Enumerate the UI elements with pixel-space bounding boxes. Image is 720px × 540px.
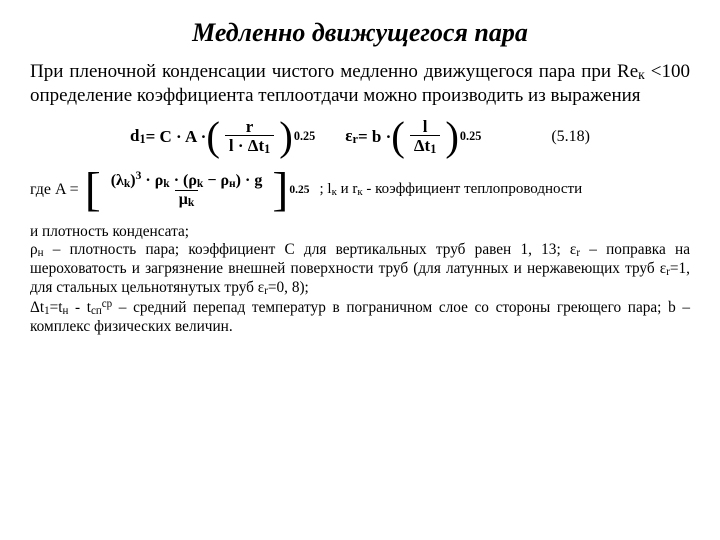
eq-frac1-den: l · Δt1 — [225, 135, 274, 156]
eqA-rhon: н — [229, 178, 236, 190]
page-root: Медленно движущегося пара При пленочной … — [0, 0, 720, 346]
eqA-t2: и r — [337, 181, 358, 197]
eqA-num-open: (λ — [111, 172, 124, 189]
notes-block: и плотность конденсата; ρн – плотность п… — [30, 223, 690, 336]
intro-paragraph: При пленочной конденсации чистого медлен… — [30, 60, 690, 108]
eqA-bracket: (λk)3 · ρk · (ρk − ρн) · g μk — [85, 170, 289, 209]
note-l3c-sup: ср — [102, 298, 112, 310]
intro-text-pre: При пленочной конденсации чистого медлен… — [30, 61, 638, 82]
eq-frac-1: r l · Δt1 — [225, 118, 274, 157]
eq-frac1-num: r — [242, 118, 258, 136]
note-l3a: Δt — [30, 299, 44, 316]
eq-frac1-den-sub: 1 — [264, 142, 270, 156]
eqA-t1: ; l — [319, 181, 331, 197]
eqA-close2: ) · g — [236, 172, 263, 189]
note-l3d: – средний перепад температур в пограничн… — [30, 299, 690, 335]
eq-eps: εr — [345, 126, 358, 147]
eqA-lead: где A = — [30, 181, 79, 199]
eq-frac-2: l Δt1 — [410, 118, 440, 157]
note-rho-n: ρ — [30, 241, 38, 258]
eqA-den-mu: μ — [179, 191, 188, 208]
note-l2b: – плотность пара; коэффициент C для верт… — [44, 241, 577, 258]
eqA-frac: (λk)3 · ρk · (ρk − ρн) · g μk — [107, 170, 267, 209]
eq-frac2-den-a: Δt — [414, 136, 430, 155]
note-l3b: =t — [50, 299, 63, 316]
eq-pow-2: 0.25 — [460, 129, 481, 144]
equation-A: где A = (λk)3 · ρk · (ρk − ρн) · g μk 0.… — [30, 170, 690, 209]
eq-assign-2: = b · — [358, 127, 391, 147]
eq-pow-1: 0.25 — [294, 129, 315, 144]
note-line1: и плотность конденсата; — [30, 223, 189, 240]
intro-sub-k: к — [638, 67, 645, 82]
equation-number: (5.18) — [551, 128, 590, 146]
eqA-pow: 0.25 — [289, 184, 309, 196]
equation-5-18: d1 = C · A · r l · Δt1 0.25 εr = b · l Δ… — [30, 118, 690, 157]
eq-eps-base: ε — [345, 126, 352, 145]
note-l3c-sub: сп — [91, 305, 102, 317]
eqA-trail: ; lк и rк - коэффициент теплопроводности — [319, 181, 582, 198]
eqA-num: (λk)3 · ρk · (ρk − ρн) · g — [107, 170, 267, 190]
note-l2e: =0, 8); — [268, 279, 309, 296]
eqA-dot1: · ρ — [141, 172, 163, 189]
eqA-den: μk — [175, 190, 198, 209]
eqA-den-k: k — [188, 197, 194, 209]
eq-assign-1: = C · A · — [146, 127, 207, 147]
eq-frac2-den: Δt1 — [410, 135, 440, 156]
eqA-t3: - коэффициент теплопроводности — [363, 181, 583, 197]
note-l3c: - t — [68, 299, 91, 316]
eq-d1: d1 — [130, 126, 146, 147]
eq-frac2-num: l — [419, 118, 432, 136]
eqA-minus: − ρ — [203, 172, 229, 189]
eq-frac1-den-a: l · Δt — [229, 136, 264, 155]
eq-paren-1: r l · Δt1 — [206, 118, 293, 157]
eqA-dot2: · (ρ — [170, 172, 197, 189]
eq-paren-2: l Δt1 — [391, 118, 459, 157]
eq-frac2-den-sub: 1 — [430, 142, 436, 156]
page-title: Медленно движущегося пара — [30, 18, 690, 48]
